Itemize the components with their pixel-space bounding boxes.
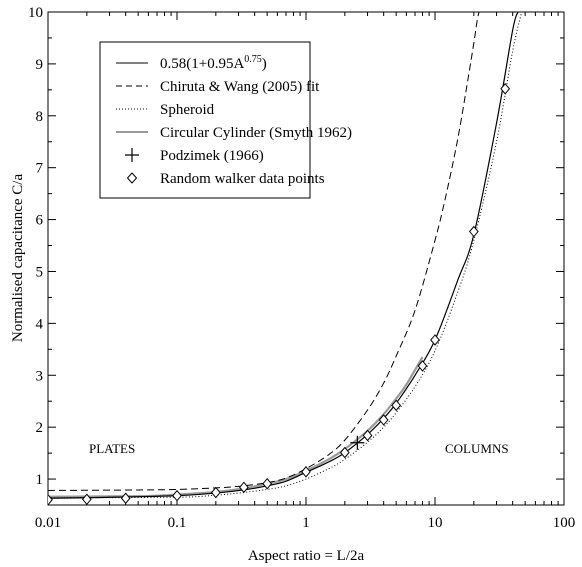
x-axis-label: Aspect ratio = L/2a <box>248 548 365 564</box>
series-line-dashed <box>48 12 487 491</box>
x-tick-label: 10 <box>428 515 443 531</box>
y-tick-label: 1 <box>36 472 44 488</box>
legend-label-podzimek: Podzimek (1966) <box>160 148 264 164</box>
x-tick-label: 0.1 <box>168 515 187 531</box>
legend-entry-chiruta: Chiruta & Wang (2005) fit <box>116 79 320 95</box>
markers-group <box>48 83 511 505</box>
legend-swatch-plus <box>125 148 139 162</box>
random-walker-point <box>378 414 389 426</box>
y-tick-label: 6 <box>36 213 44 229</box>
legend-entry-formula: 0.58(1+0.95A0.75) <box>116 54 267 72</box>
random-walker-point <box>468 225 479 238</box>
legend-label-spheroid: Spheroid <box>160 102 215 118</box>
x-tick-labels: 0.01 0.1 1 10 100 <box>35 515 575 531</box>
random-walker-point <box>210 486 221 499</box>
legend-label-chiruta: Chiruta & Wang (2005) fit <box>160 79 320 95</box>
x-tick-label: 0.01 <box>35 515 61 531</box>
random-walker-point <box>48 494 53 505</box>
y-tick-label: 7 <box>36 161 44 177</box>
random-walker-point <box>120 492 131 505</box>
random-walker-point <box>430 334 440 346</box>
random-walker-point <box>500 83 511 95</box>
y-tick-label: 4 <box>36 316 44 332</box>
random-walker-point <box>417 360 428 372</box>
plates-annotation: PLATES <box>89 441 135 456</box>
legend-box <box>99 41 311 199</box>
legend-entry-random-walker: Random walker data points <box>126 171 325 187</box>
y-tick-label: 5 <box>36 264 44 280</box>
y-axis-label: Normalised capacitance C/a <box>10 174 26 343</box>
random-walker-point <box>301 466 311 478</box>
y-tick-label: 3 <box>36 368 44 384</box>
legend-label-cylinder: Circular Cylinder (Smyth 1962) <box>160 125 352 141</box>
podzimek-point <box>350 435 365 450</box>
series-line-dotted <box>48 12 523 499</box>
random-walker-point <box>362 429 373 442</box>
legend-entry-cylinder: Circular Cylinder (Smyth 1962) <box>116 125 352 141</box>
random-walker-point <box>262 477 273 490</box>
axis-ticks <box>47 11 565 505</box>
series-line-solid-gray <box>48 356 424 498</box>
y-tick-labels: 1 2 3 4 5 6 7 8 9 10 <box>28 5 44 488</box>
legend-label-random-walker: Random walker data points <box>160 171 325 187</box>
random-walker-point <box>339 446 350 459</box>
legend: 0.58(1+0.95A0.75) Chiruta & Wang (2005) … <box>99 41 352 199</box>
y-tick-label: 2 <box>36 420 44 436</box>
y-tick-label: 10 <box>28 5 43 21</box>
legend-entry-podzimek: Podzimek (1966) <box>125 148 264 164</box>
random-walker-point <box>239 481 249 494</box>
legend-label-formula: 0.58(1+0.95A0.75) <box>160 54 267 72</box>
legend-entry-spheroid: Spheroid <box>116 102 215 118</box>
legend-swatch-diamond <box>126 172 138 184</box>
random-walker-point <box>391 399 402 412</box>
x-tick-label: 1 <box>302 515 310 531</box>
y-tick-label: 9 <box>36 57 44 73</box>
random-walker-point <box>172 489 182 502</box>
random-walker-point <box>81 493 92 505</box>
columns-annotation: COLUMNS <box>445 441 509 456</box>
x-tick-label: 100 <box>553 515 576 531</box>
y-tick-label: 8 <box>36 109 44 125</box>
